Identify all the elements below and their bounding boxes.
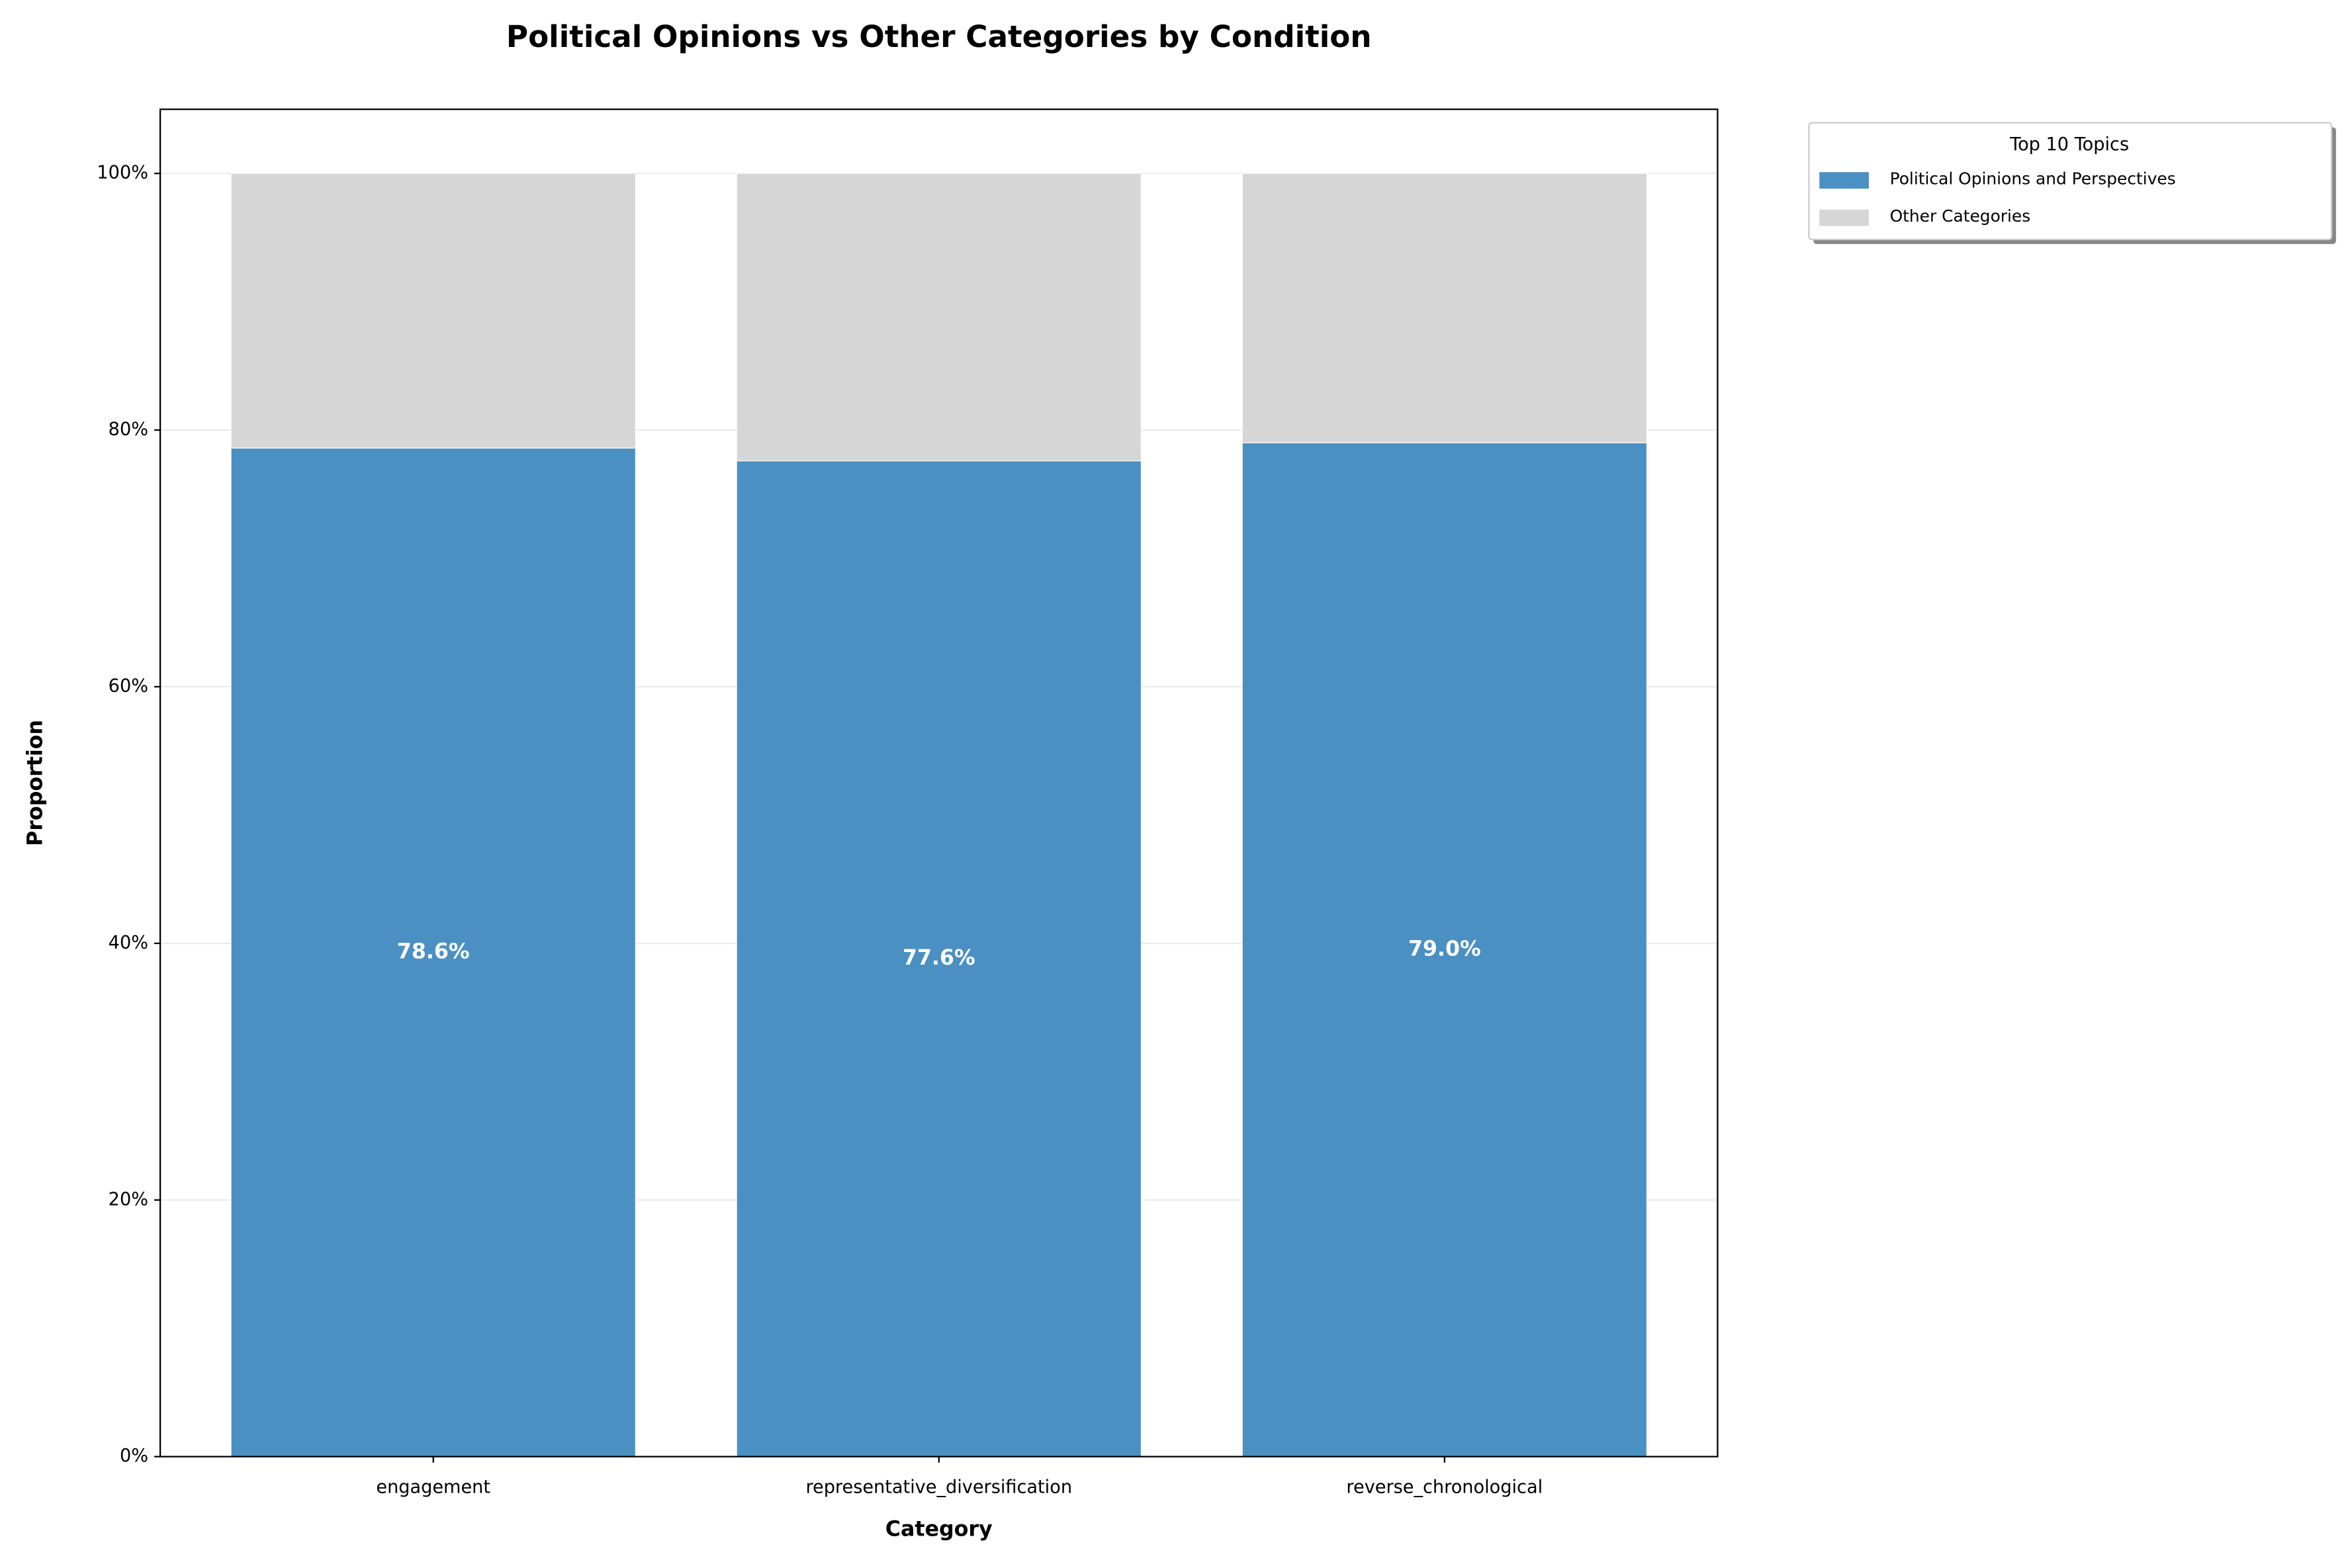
y-tick-label: 40%	[109, 932, 148, 953]
bar-segment	[1242, 442, 1647, 1458]
value-label: 78.6%	[397, 939, 470, 963]
y-tick-label: 0%	[120, 1446, 148, 1466]
plot-frame	[159, 109, 1719, 1458]
y-tick-label: 100%	[97, 163, 148, 183]
x-tick-label: engagement	[376, 1477, 490, 1498]
bar-segment	[230, 447, 636, 1458]
legend-box	[1808, 122, 2333, 241]
x-tick-label: representative_diversification	[805, 1477, 1072, 1498]
x-axis-label: Category	[885, 1518, 993, 1542]
legend-swatch	[1819, 209, 1869, 226]
chart-title: Political Opinions vs Other Categories b…	[506, 19, 1372, 54]
value-label: 77.6%	[903, 946, 975, 970]
legend-swatch	[1819, 172, 1869, 189]
y-tick-label: 60%	[109, 675, 148, 696]
legend: Top 10 Topics Political Opinions and Per…	[1808, 122, 2336, 244]
legend-label: Political Opinions and Perspectives	[1890, 169, 2176, 189]
bar-segment	[230, 173, 636, 449]
y-tick-label: 20%	[109, 1189, 148, 1209]
bar-segment	[1242, 173, 1647, 444]
bar-segment	[736, 460, 1142, 1458]
legend-title: Top 10 Topics	[2009, 134, 2129, 155]
legend-label: Other Categories	[1890, 206, 2031, 226]
y-tick-label: 80%	[109, 419, 148, 440]
value-label: 79.0%	[1408, 937, 1481, 961]
x-tick-label: reverse_chronological	[1346, 1477, 1543, 1498]
y-axis-label: Proportion	[23, 720, 47, 846]
bar-segment	[736, 173, 1142, 462]
